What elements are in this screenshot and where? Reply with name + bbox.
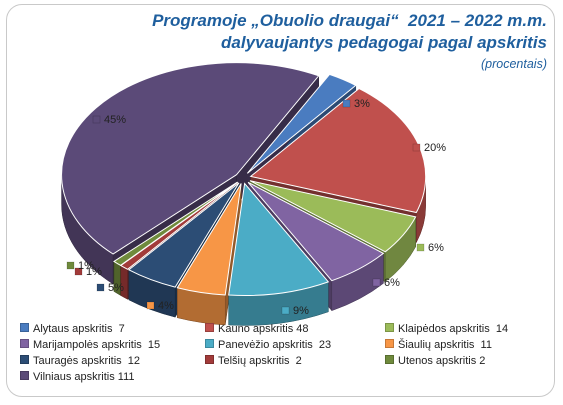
pie-percent-label: 4% bbox=[158, 300, 174, 312]
pie-percent-label: 6% bbox=[428, 242, 444, 254]
pie-slice bbox=[61, 62, 320, 255]
pie-slice bbox=[228, 182, 330, 296]
legend-label: Panevėžio apskritis 23 bbox=[218, 339, 332, 351]
legend-item: Panevėžio apskritis 23 bbox=[205, 338, 331, 353]
pie-percent-label: 3% bbox=[354, 98, 370, 110]
legend-item: Utenos apskritis 2 bbox=[385, 354, 485, 369]
chart-title-line-1: Programoje „Obuolio draugai“ 2021 – 2022… bbox=[152, 11, 547, 30]
legend-item: Kauno apskritis 48 bbox=[205, 322, 309, 337]
legend-label: Telšių apskritis 2 bbox=[218, 355, 302, 367]
legend-swatch bbox=[385, 339, 394, 348]
legend-item: Šiaulių apskritis 11 bbox=[385, 338, 492, 353]
legend-item: Alytaus apskritis 7 bbox=[20, 322, 125, 337]
pie-slice bbox=[246, 73, 357, 174]
pie-slice bbox=[247, 181, 385, 282]
legend-label: Marijampolės apskritis 15 bbox=[33, 339, 161, 351]
legend-label: Tauragės apskritis 12 bbox=[33, 355, 140, 367]
legend-item: Tauragės apskritis 12 bbox=[20, 354, 140, 369]
legend-label: Kauno apskritis 48 bbox=[218, 323, 309, 335]
pie-slice bbox=[176, 183, 242, 296]
legend-label: Vilniaus apskritis 111 bbox=[33, 371, 135, 383]
legend-swatch bbox=[20, 371, 29, 380]
legend-item: Marijampolės apskritis 15 bbox=[20, 338, 160, 353]
pie-labels: 3% 20% 6% 6% 9% 4% 5% 1%1% 45% bbox=[66, 98, 446, 317]
legend-swatch bbox=[205, 339, 214, 348]
chart-subtitle: (procentais) bbox=[481, 57, 547, 71]
legend-label: Utenos apskritis 2 bbox=[398, 355, 486, 367]
pie-percent-label: 5% bbox=[108, 282, 124, 294]
legend-swatch bbox=[20, 323, 29, 332]
legend-label: Alytaus apskritis 7 bbox=[33, 323, 125, 335]
pie-label-swatch bbox=[416, 243, 425, 252]
pie-label-swatch bbox=[281, 306, 290, 315]
legend-item: Klaipėdos apskritis 14 bbox=[385, 322, 508, 337]
pie-slice bbox=[127, 182, 240, 288]
legend-label: Šiaulių apskritis 11 bbox=[398, 339, 492, 351]
pie-label-swatch bbox=[96, 283, 105, 292]
chart-title-line-2: dalyvaujantys pedagogai pagal apskritis bbox=[221, 33, 547, 52]
pie-slice bbox=[113, 181, 238, 266]
legend-swatch bbox=[385, 355, 394, 364]
legend-label: Klaipėdos apskritis 14 bbox=[398, 323, 509, 335]
pie-label-swatch bbox=[146, 301, 155, 310]
pie-percent-label: 20% bbox=[424, 142, 446, 154]
pie-percent-label: 45% bbox=[104, 114, 126, 126]
legend-item: Vilniaus apskritis 111 bbox=[20, 370, 135, 385]
pie-tops bbox=[61, 62, 427, 296]
pie-slice bbox=[249, 180, 417, 253]
pie-label-swatch bbox=[412, 143, 421, 152]
pie-label-swatch bbox=[372, 278, 381, 287]
legend-item: Telšių apskritis 2 bbox=[205, 354, 302, 369]
pie-percent-label: 1% bbox=[78, 260, 94, 272]
pie-label-swatch bbox=[92, 115, 101, 124]
pie-percent-label: 9% bbox=[293, 305, 309, 317]
pie-percent-label: 1% bbox=[86, 266, 102, 278]
legend-swatch bbox=[20, 355, 29, 364]
legend-swatch bbox=[20, 339, 29, 348]
pie-percent-label: 6% bbox=[384, 277, 400, 289]
chart-title-block: Programoje „Obuolio draugai“ 2021 – 2022… bbox=[152, 10, 547, 73]
pie-label-swatch bbox=[66, 261, 75, 270]
legend-swatch bbox=[205, 355, 214, 364]
pie-label-swatch bbox=[74, 267, 83, 276]
legend-swatch bbox=[385, 323, 394, 332]
legend-swatch bbox=[205, 323, 214, 332]
pie-label-swatch bbox=[342, 99, 351, 108]
